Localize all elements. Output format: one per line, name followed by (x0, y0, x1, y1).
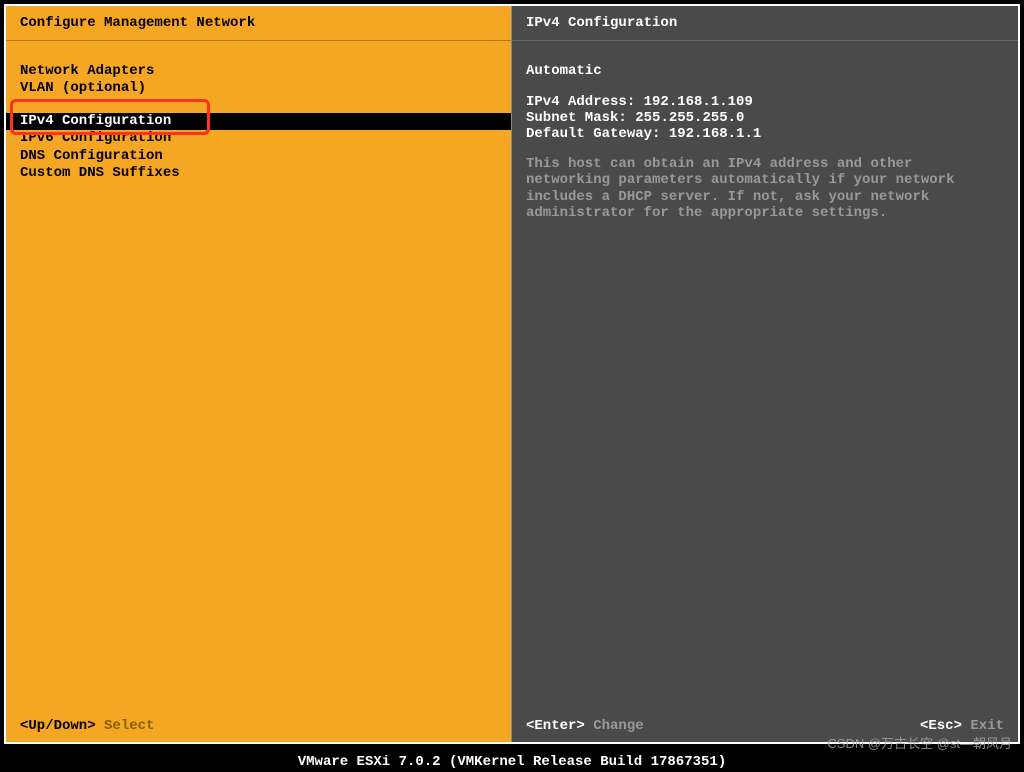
content-spacer (526, 79, 1004, 94)
right-footer-hint: <Enter> Change <Esc> Exit (526, 718, 1004, 734)
select-action-hint: Select (104, 718, 154, 734)
right-panel-title: IPv4 Configuration (512, 6, 1018, 41)
ipv4-address-line: IPv4 Address: 192.168.1.109 (526, 94, 1004, 110)
ipv4-address-label: IPv4 Address: (526, 94, 635, 110)
subnet-mask-value: 255.255.255.0 (635, 110, 744, 126)
default-gateway-value: 192.168.1.1 (669, 126, 761, 142)
esc-hint-group: <Esc> Exit (920, 718, 1004, 734)
default-gateway-label: Default Gateway: (526, 126, 660, 142)
change-action-hint: Change (593, 718, 643, 734)
right-panel: IPv4 Configuration Automatic IPv4 Addres… (512, 6, 1018, 742)
esc-key-hint: <Esc> (920, 718, 962, 734)
left-panel: Configure Management Network Network Ada… (6, 6, 512, 742)
menu-spacer (20, 98, 497, 113)
left-footer-hint: <Up/Down> Select (20, 718, 154, 734)
menu-item-ipv6-config[interactable]: IPv6 Configuration (20, 130, 497, 147)
subnet-mask-line: Subnet Mask: 255.255.255.0 (526, 110, 1004, 126)
menu-item-ipv4-config[interactable]: IPv4 Configuration (6, 113, 511, 130)
subnet-mask-label: Subnet Mask: (526, 110, 627, 126)
ipv4-description: This host can obtain an IPv4 address and… (526, 156, 1004, 220)
enter-hint-group: <Enter> Change (526, 718, 644, 734)
default-gateway-line: Default Gateway: 192.168.1.1 (526, 126, 1004, 142)
menu-item-custom-dns[interactable]: Custom DNS Suffixes (20, 165, 497, 182)
menu-item-dns-config[interactable]: DNS Configuration (20, 148, 497, 165)
right-content: Automatic IPv4 Address: 192.168.1.109 Su… (512, 41, 1018, 243)
menu-list: Network Adapters VLAN (optional) IPv4 Co… (6, 41, 511, 204)
updown-key-hint: <Up/Down> (20, 718, 96, 734)
enter-key-hint: <Enter> (526, 718, 585, 734)
watermark-text: CSDN @万古长空 @st—朝风月 (827, 733, 1012, 752)
ipv4-address-value: 192.168.1.109 (644, 94, 753, 110)
ipv4-mode: Automatic (526, 63, 1004, 79)
exit-action-hint: Exit (970, 718, 1004, 734)
menu-item-vlan[interactable]: VLAN (optional) (20, 80, 497, 97)
left-panel-title: Configure Management Network (6, 6, 511, 41)
menu-item-network-adapters[interactable]: Network Adapters (20, 63, 497, 80)
